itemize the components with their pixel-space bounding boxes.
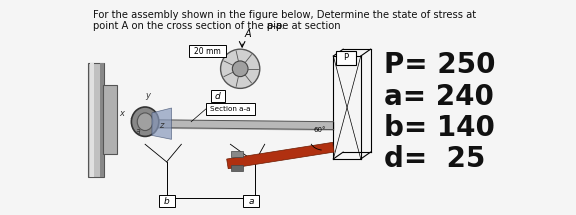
Text: z: z	[159, 121, 163, 130]
Ellipse shape	[131, 107, 159, 137]
Bar	[189, 45, 226, 57]
Bar	[211, 90, 225, 102]
Polygon shape	[227, 142, 334, 169]
Text: x: x	[120, 109, 124, 118]
Text: a: a	[248, 197, 253, 206]
Ellipse shape	[137, 113, 153, 131]
Text: 20 mm: 20 mm	[195, 47, 221, 56]
Text: b: b	[164, 197, 169, 206]
Text: y: y	[145, 91, 150, 100]
Text: For the assembly shown in the figure below, Determine the state of stress at: For the assembly shown in the figure bel…	[93, 10, 476, 20]
Bar	[159, 195, 175, 207]
Bar	[90, 63, 94, 177]
Bar	[232, 151, 243, 157]
Circle shape	[232, 61, 248, 77]
Text: d=  25: d= 25	[384, 145, 486, 173]
Text: a-a.: a-a.	[267, 21, 286, 31]
Text: A: A	[244, 29, 251, 39]
Bar	[232, 165, 243, 171]
Text: 60°: 60°	[314, 126, 326, 132]
Text: b= 140: b= 140	[384, 114, 495, 142]
Circle shape	[221, 49, 260, 88]
Text: P= 250: P= 250	[384, 51, 496, 79]
Bar	[100, 63, 104, 177]
Polygon shape	[152, 108, 172, 139]
Text: P: P	[343, 54, 348, 63]
Text: a= 240: a= 240	[384, 83, 494, 111]
Bar	[243, 195, 259, 207]
Text: point A on the cross section of the pipe at section: point A on the cross section of the pipe…	[93, 21, 344, 31]
Bar	[336, 51, 356, 65]
Text: d: d	[215, 92, 221, 101]
Bar	[88, 63, 104, 177]
Text: Section a-a: Section a-a	[210, 106, 251, 112]
Bar	[103, 85, 117, 154]
Text: a: a	[135, 127, 140, 137]
Bar	[206, 103, 255, 115]
